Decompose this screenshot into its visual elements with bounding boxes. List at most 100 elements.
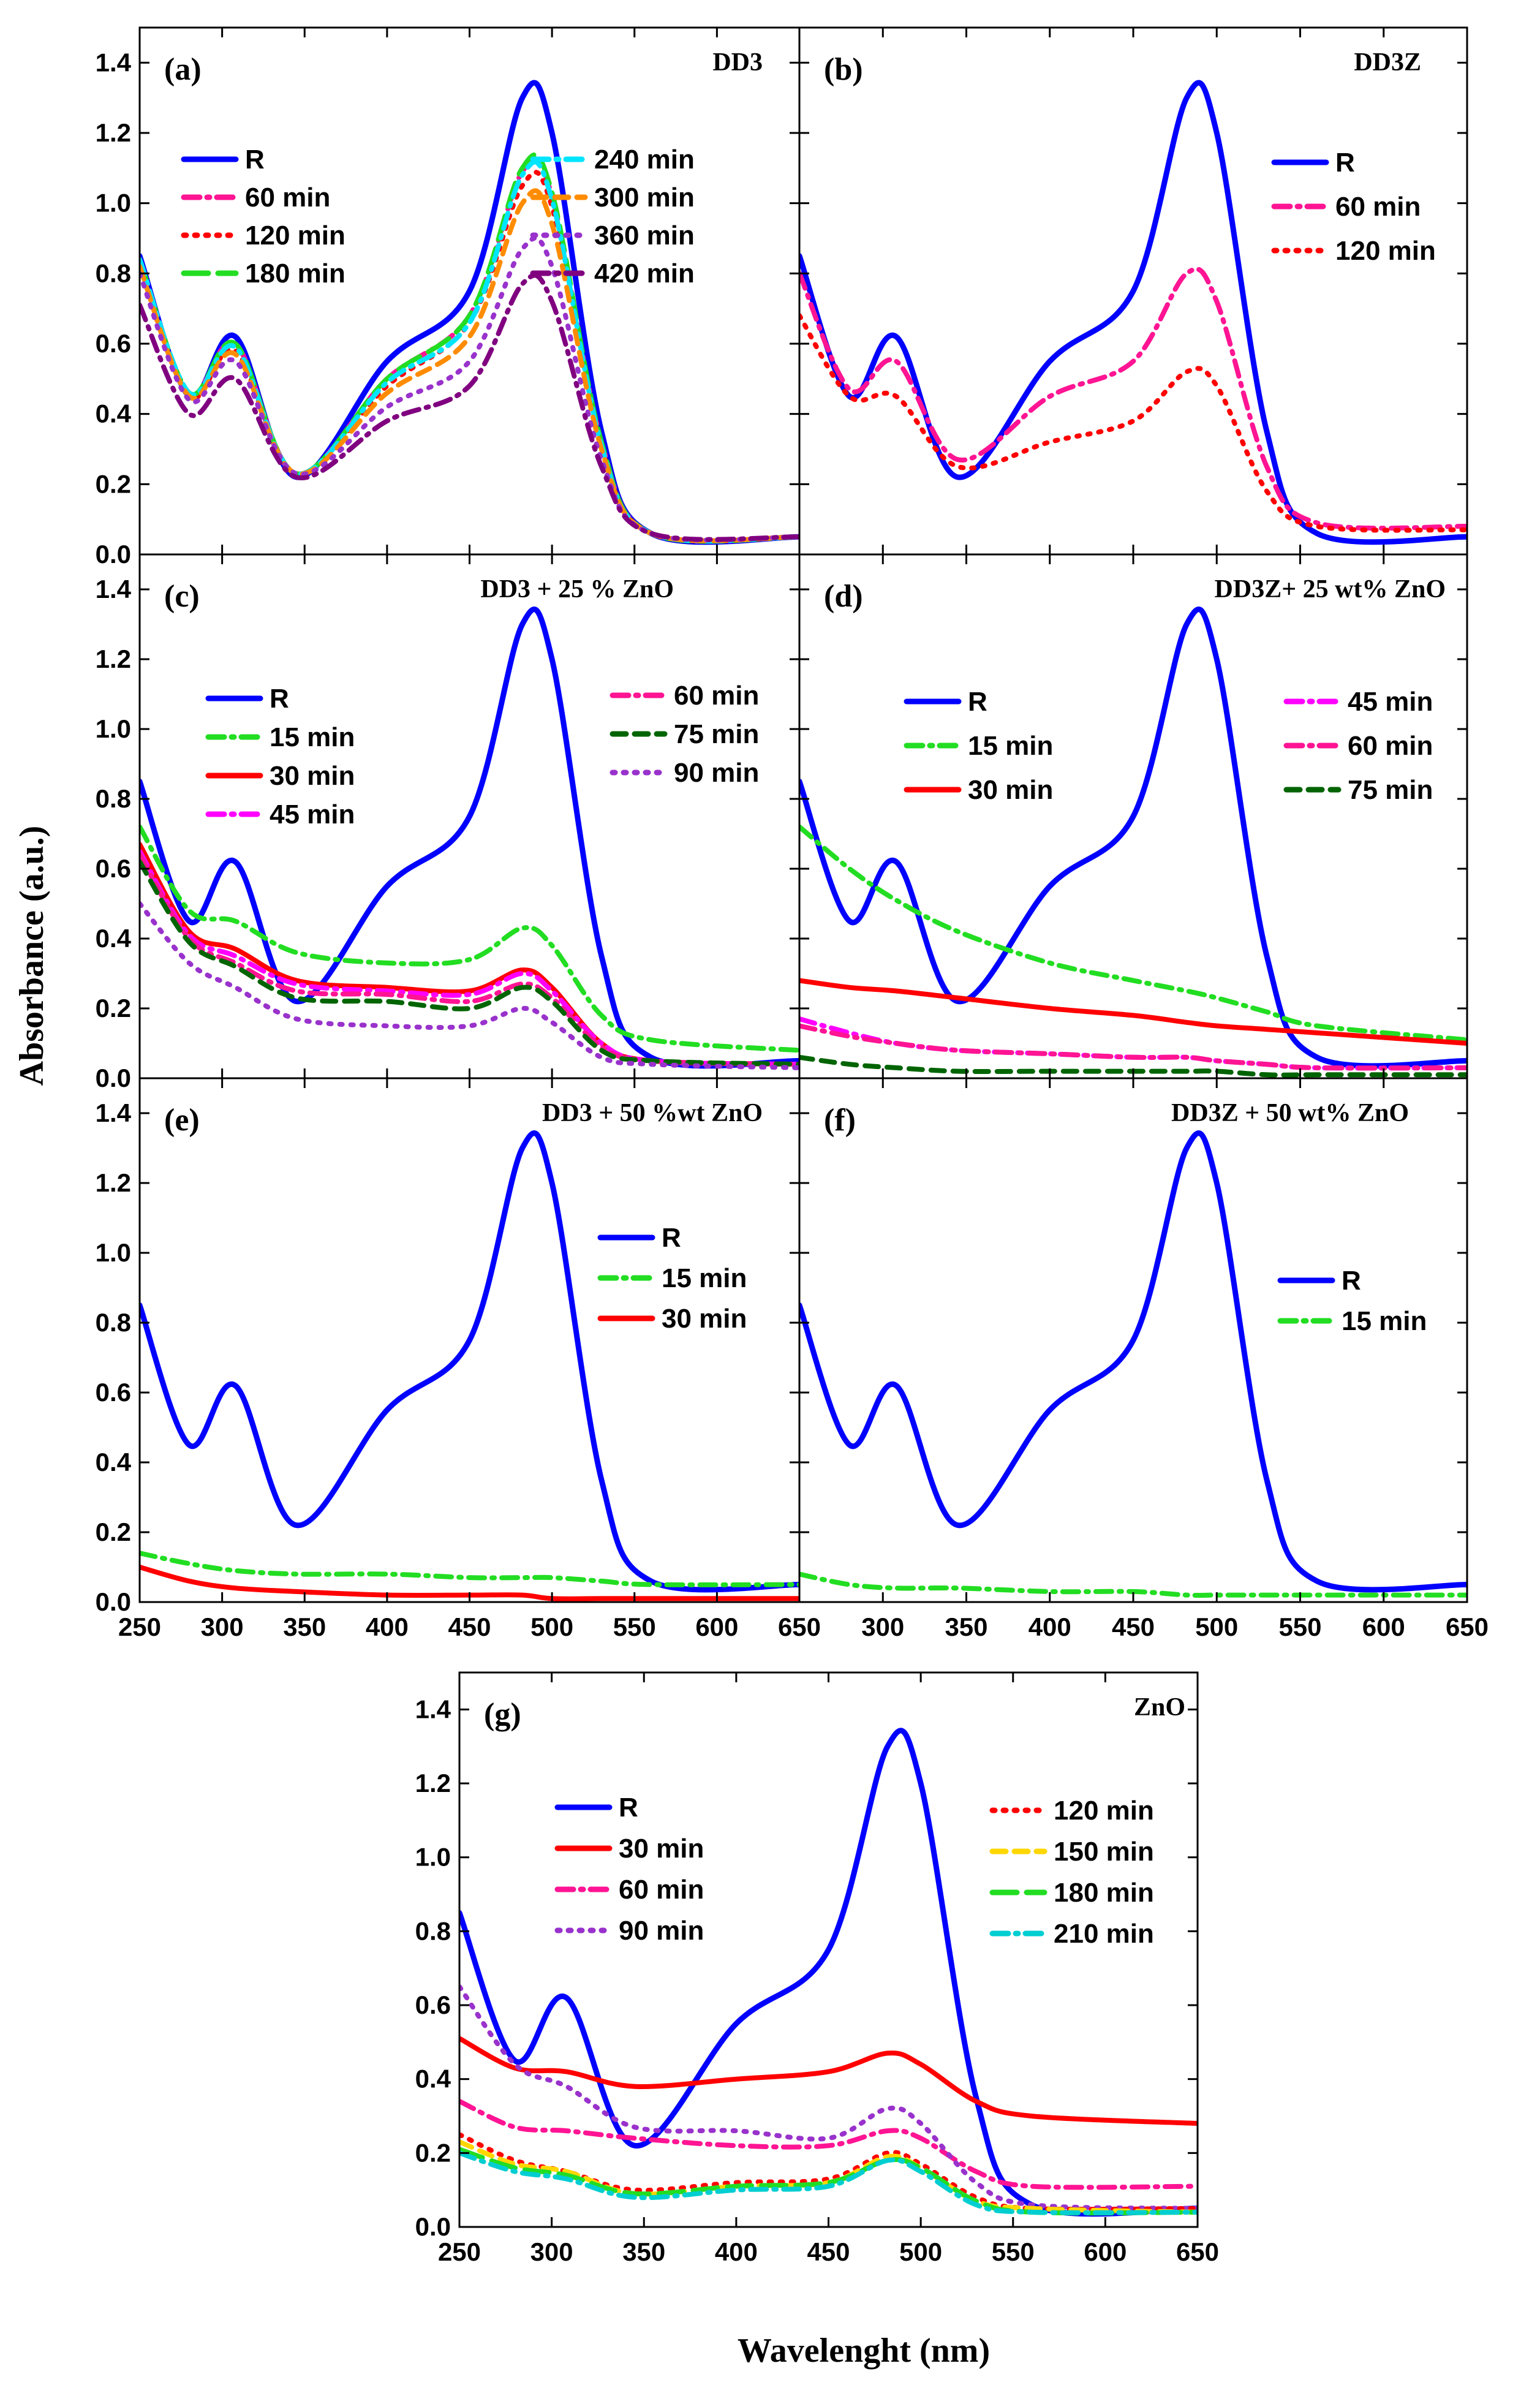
legend-label: 30 min [662, 1304, 747, 1334]
x-tick-label: 450 [1112, 1612, 1155, 1641]
y-tick-label: 0.0 [96, 1587, 131, 1616]
legend-label: 60 min [1335, 192, 1421, 222]
panel-title: DD3Z+ 25 wt% ZnO [1215, 575, 1446, 603]
legend-label: R [1335, 148, 1355, 178]
panel-title: ZnO [1134, 1693, 1185, 1722]
series-line-75-min [140, 859, 799, 1067]
x-tick-label: 500 [1195, 1612, 1238, 1641]
x-tick-label: 600 [1362, 1612, 1405, 1641]
y-tick-label: 0.4 [415, 2065, 451, 2093]
series-line-360-min [140, 235, 799, 543]
y-tick-label: 1.0 [96, 714, 131, 743]
legend-label: 150 min [1054, 1837, 1154, 1867]
legend-label: 360 min [594, 221, 695, 251]
x-tick-label: 450 [448, 1612, 491, 1641]
legend-label: 45 min [270, 799, 355, 830]
series-group [140, 1130, 799, 1601]
x-tick-label: 300 [530, 2237, 573, 2266]
y-tick-label: 0.6 [415, 1990, 451, 2019]
x-tick-label: 650 [778, 1612, 821, 1641]
legend-label: 420 min [594, 259, 695, 289]
x-tick-label: 650 [1176, 2237, 1219, 2266]
panel-letter: (e) [164, 1103, 200, 1138]
legend: R 15 min [1277, 1266, 1427, 1336]
panels: 0.0 0.2 0.4 0.6 0.8 1.0 1.2 1.4 (a) DD3 R 60 min 120… [96, 26, 1489, 2266]
series-line-15-min [799, 1571, 1467, 1598]
legend-label: R [968, 687, 987, 717]
panel-letter: (b) [824, 52, 863, 87]
x-tick-label: 550 [613, 1612, 656, 1641]
y-tick-label: 1.2 [96, 1168, 131, 1197]
series-line-180-min [140, 152, 799, 544]
series-group [799, 80, 1467, 545]
series-line-30-min [140, 842, 799, 1067]
x-tick-label: 300 [861, 1612, 904, 1641]
x-axis-label: Wavelenght (nm) [738, 2332, 990, 2370]
y-tick-label: 0.0 [415, 2212, 451, 2241]
panel-f: 300 350 400 450 500 550 600 650 (f) DD3Z + 50 wt%… [798, 1077, 1489, 1641]
legend-label: 15 min [968, 731, 1053, 761]
series-line-420-min [140, 273, 799, 542]
y-tick-label: 1.0 [96, 189, 131, 217]
y-axis-label: Absorbance (a.u.) [13, 826, 51, 1086]
legend-label: 30 min [619, 1834, 704, 1864]
panel-title: DD3Z [1354, 48, 1421, 77]
legend-label: R [1342, 1266, 1361, 1296]
series-group [140, 607, 799, 1070]
y-tick-label: 0.0 [96, 540, 131, 569]
x-tick-label: 500 [530, 1612, 573, 1641]
x-tick-label: 500 [899, 2237, 942, 2266]
x-tick-label: 350 [283, 1612, 326, 1641]
legend-label: R [619, 1793, 638, 1823]
panel-letter: (g) [484, 1697, 521, 1732]
series-line-15-min [140, 1551, 799, 1587]
panel-letter: (c) [164, 579, 200, 614]
legend-label: R [662, 1223, 681, 1253]
legend: R 60 min 120 min 180 min 240 min 300 min 360 m… [181, 145, 695, 289]
y-tick-label: 1.2 [96, 118, 131, 147]
series-line-R [799, 607, 1467, 1069]
legend-label: 15 min [1342, 1306, 1427, 1336]
x-tick-label: 600 [695, 1612, 738, 1641]
legend-label: 15 min [662, 1263, 747, 1293]
series-line-15-min [799, 824, 1467, 1043]
legend-label: R [270, 684, 289, 714]
legend-label: 75 min [1348, 775, 1433, 805]
x-tick-label: 550 [1278, 1612, 1321, 1641]
legend-label: R [245, 145, 265, 175]
series-group [799, 607, 1467, 1078]
series-line-60-min [799, 266, 1467, 531]
legend-label: 60 min [245, 183, 330, 213]
y-tick-label: 1.0 [415, 1843, 451, 1872]
legend: R 15 min 30 min [597, 1223, 747, 1334]
series-line-60-min [459, 2098, 1198, 2190]
legend-label: 240 min [594, 145, 695, 175]
series-line-90-min [459, 1984, 1198, 2211]
legend-label: 210 min [1054, 1919, 1154, 1949]
series-line-210-min [459, 2150, 1198, 2215]
legend-label: 180 min [1054, 1878, 1154, 1908]
y-tick-label: 0.6 [96, 329, 131, 358]
series-line-R [459, 1728, 1198, 2217]
legend-label: 30 min [270, 761, 355, 791]
series-line-R [140, 1130, 799, 1593]
legend-label: 90 min [619, 1916, 704, 1946]
y-tick-label: 1.4 [96, 48, 132, 77]
y-tick-label: 0.2 [415, 2138, 451, 2167]
legend-label: 120 min [1054, 1796, 1154, 1826]
series-line-240-min [140, 159, 799, 544]
legend: R 15 min 30 min 45 min 60 min 75 min [904, 687, 1433, 805]
series-group [799, 1130, 1467, 1598]
y-tick-label: 0.6 [96, 1378, 131, 1407]
legend-label: 300 min [594, 183, 695, 213]
series-line-15-min [140, 824, 799, 1053]
y-tick-label: 1.0 [96, 1238, 131, 1267]
panel-letter: (f) [824, 1103, 856, 1138]
series-line-120-min [799, 313, 1467, 533]
x-tick-label: 550 [992, 2237, 1035, 2266]
series-line-R [799, 80, 1467, 545]
y-tick-label: 0.0 [96, 1064, 131, 1092]
x-tick-label: 450 [807, 2237, 850, 2266]
legend-label: 180 min [245, 259, 345, 289]
series-line-120-min [140, 170, 799, 544]
